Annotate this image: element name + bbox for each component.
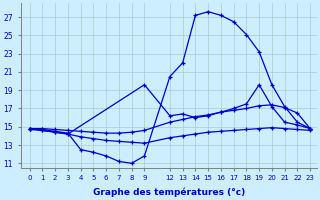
X-axis label: Graphe des températures (°c): Graphe des températures (°c) (92, 187, 245, 197)
